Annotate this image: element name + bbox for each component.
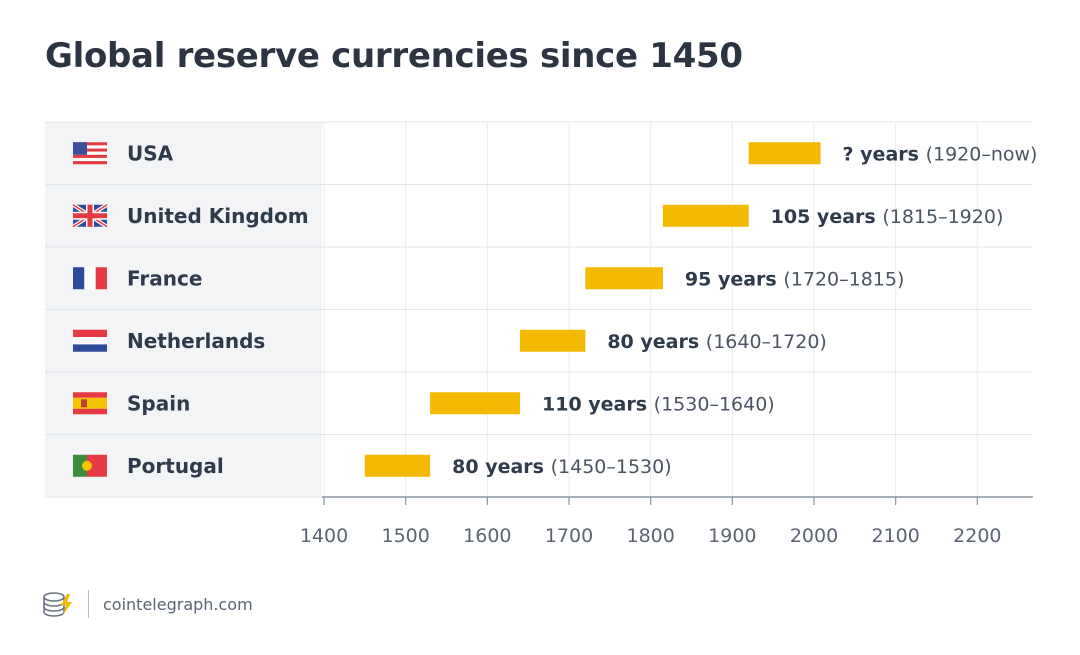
us-flag-stripe [73,145,107,149]
netherlands-flag-icon [73,329,107,352]
us-flag-stripe [73,161,107,165]
range-bar [585,267,663,290]
uk-flag-cross-red [73,213,107,219]
x-tick-label: 1800 [626,525,674,547]
range-label: 105 years (1815–1920) [771,206,1004,228]
spain-flag-red [73,408,107,415]
category-netherlands: Netherlands 80 years (1640–1720) [73,329,827,353]
netherlands-flag-white [73,337,107,345]
netherlands-flag-red [73,329,107,338]
x-tick-label: 2000 [790,525,838,547]
uk-flag-icon [71,203,109,229]
category-label: Spain [127,391,190,415]
timeline-chart: USA ? years (1920–now) United Kingdom 105 y… [45,121,1037,547]
category-label: United Kingdom [127,204,309,228]
category-spain: Spain 110 years (1530–1640) [73,391,775,415]
year-range-text: (1450–1530) [551,456,672,478]
year-range-text: (1530–1640) [654,393,775,415]
x-tick-label: 1700 [545,525,593,547]
x-tick-label: 1900 [708,525,756,547]
range-label: ? years (1920–now) [843,143,1038,165]
range-bar [430,392,520,415]
category-france: France 95 years (1720–1815) [73,266,904,290]
range-label: 80 years (1640–1720) [607,331,827,353]
portugal-flag-emblem [82,460,92,471]
range-bar [520,329,586,352]
category-label: USA [127,141,174,165]
range-bar [364,454,431,477]
us-flag-stripe [73,151,107,155]
duration-text: 80 years [607,331,705,353]
category-portugal: Portugal 80 years (1450–1530) [73,454,672,478]
range-bar [748,142,821,165]
year-range-text: (1640–1720) [706,331,827,353]
portugal-flag-green [73,454,87,477]
year-range-text: (1720–1815) [783,268,904,290]
footer-divider [88,590,89,618]
france-flag-blue [73,267,85,290]
x-tick-label: 2100 [871,525,919,547]
france-flag-red [95,267,107,290]
france-flag-white [84,267,96,290]
duration-text: 95 years [685,268,783,290]
spain-flag-red [73,392,107,398]
range-label: 80 years (1450–1530) [452,456,671,478]
us-flag-stripe [73,148,107,152]
duration-text: ? years [843,143,926,165]
x-tick-label: 1600 [463,525,511,547]
range-label: 110 years (1530–1640) [542,393,775,415]
us-flag-stripe [73,154,107,158]
chart-title: Global reserve currencies since 1450 [45,36,743,76]
range-bar [662,204,749,227]
year-range-text: (1815–1920) [882,206,1003,228]
x-tick-label: 1400 [300,525,348,547]
portugal-flag-red [87,454,107,477]
footer: cointelegraph.com [40,586,253,622]
spain-flag-emblem [81,399,87,408]
netherlands-flag-blue [73,344,107,352]
portugal-flag-icon [73,454,107,477]
spain-flag-icon [73,392,107,415]
category-usa: USA ? years (1920–now) [73,141,1037,165]
us-flag-stripe [73,142,107,146]
us-flag-icon [73,142,107,165]
france-flag-icon [73,267,107,290]
duration-text: 80 years [452,456,550,478]
duration-text: 105 years [771,206,883,228]
year-range-text: (1920–now) [926,143,1038,165]
cointelegraph-logo-icon [43,592,72,617]
category-label: Netherlands [127,329,265,353]
footer-site: cointelegraph.com [103,594,253,614]
us-flag-stripe [73,157,107,162]
x-tick-label: 1500 [381,525,429,547]
us-flag-canton [73,142,87,155]
category-label: France [127,266,202,290]
duration-text: 110 years [542,393,654,415]
range-label: 95 years (1720–1815) [685,268,905,290]
spain-flag-yellow [73,397,107,409]
category-united-kingdom: United Kingdom 105 years (1815–1920) [71,203,1004,229]
x-tick-label: 2200 [953,525,1001,547]
category-label: Portugal [127,454,224,478]
